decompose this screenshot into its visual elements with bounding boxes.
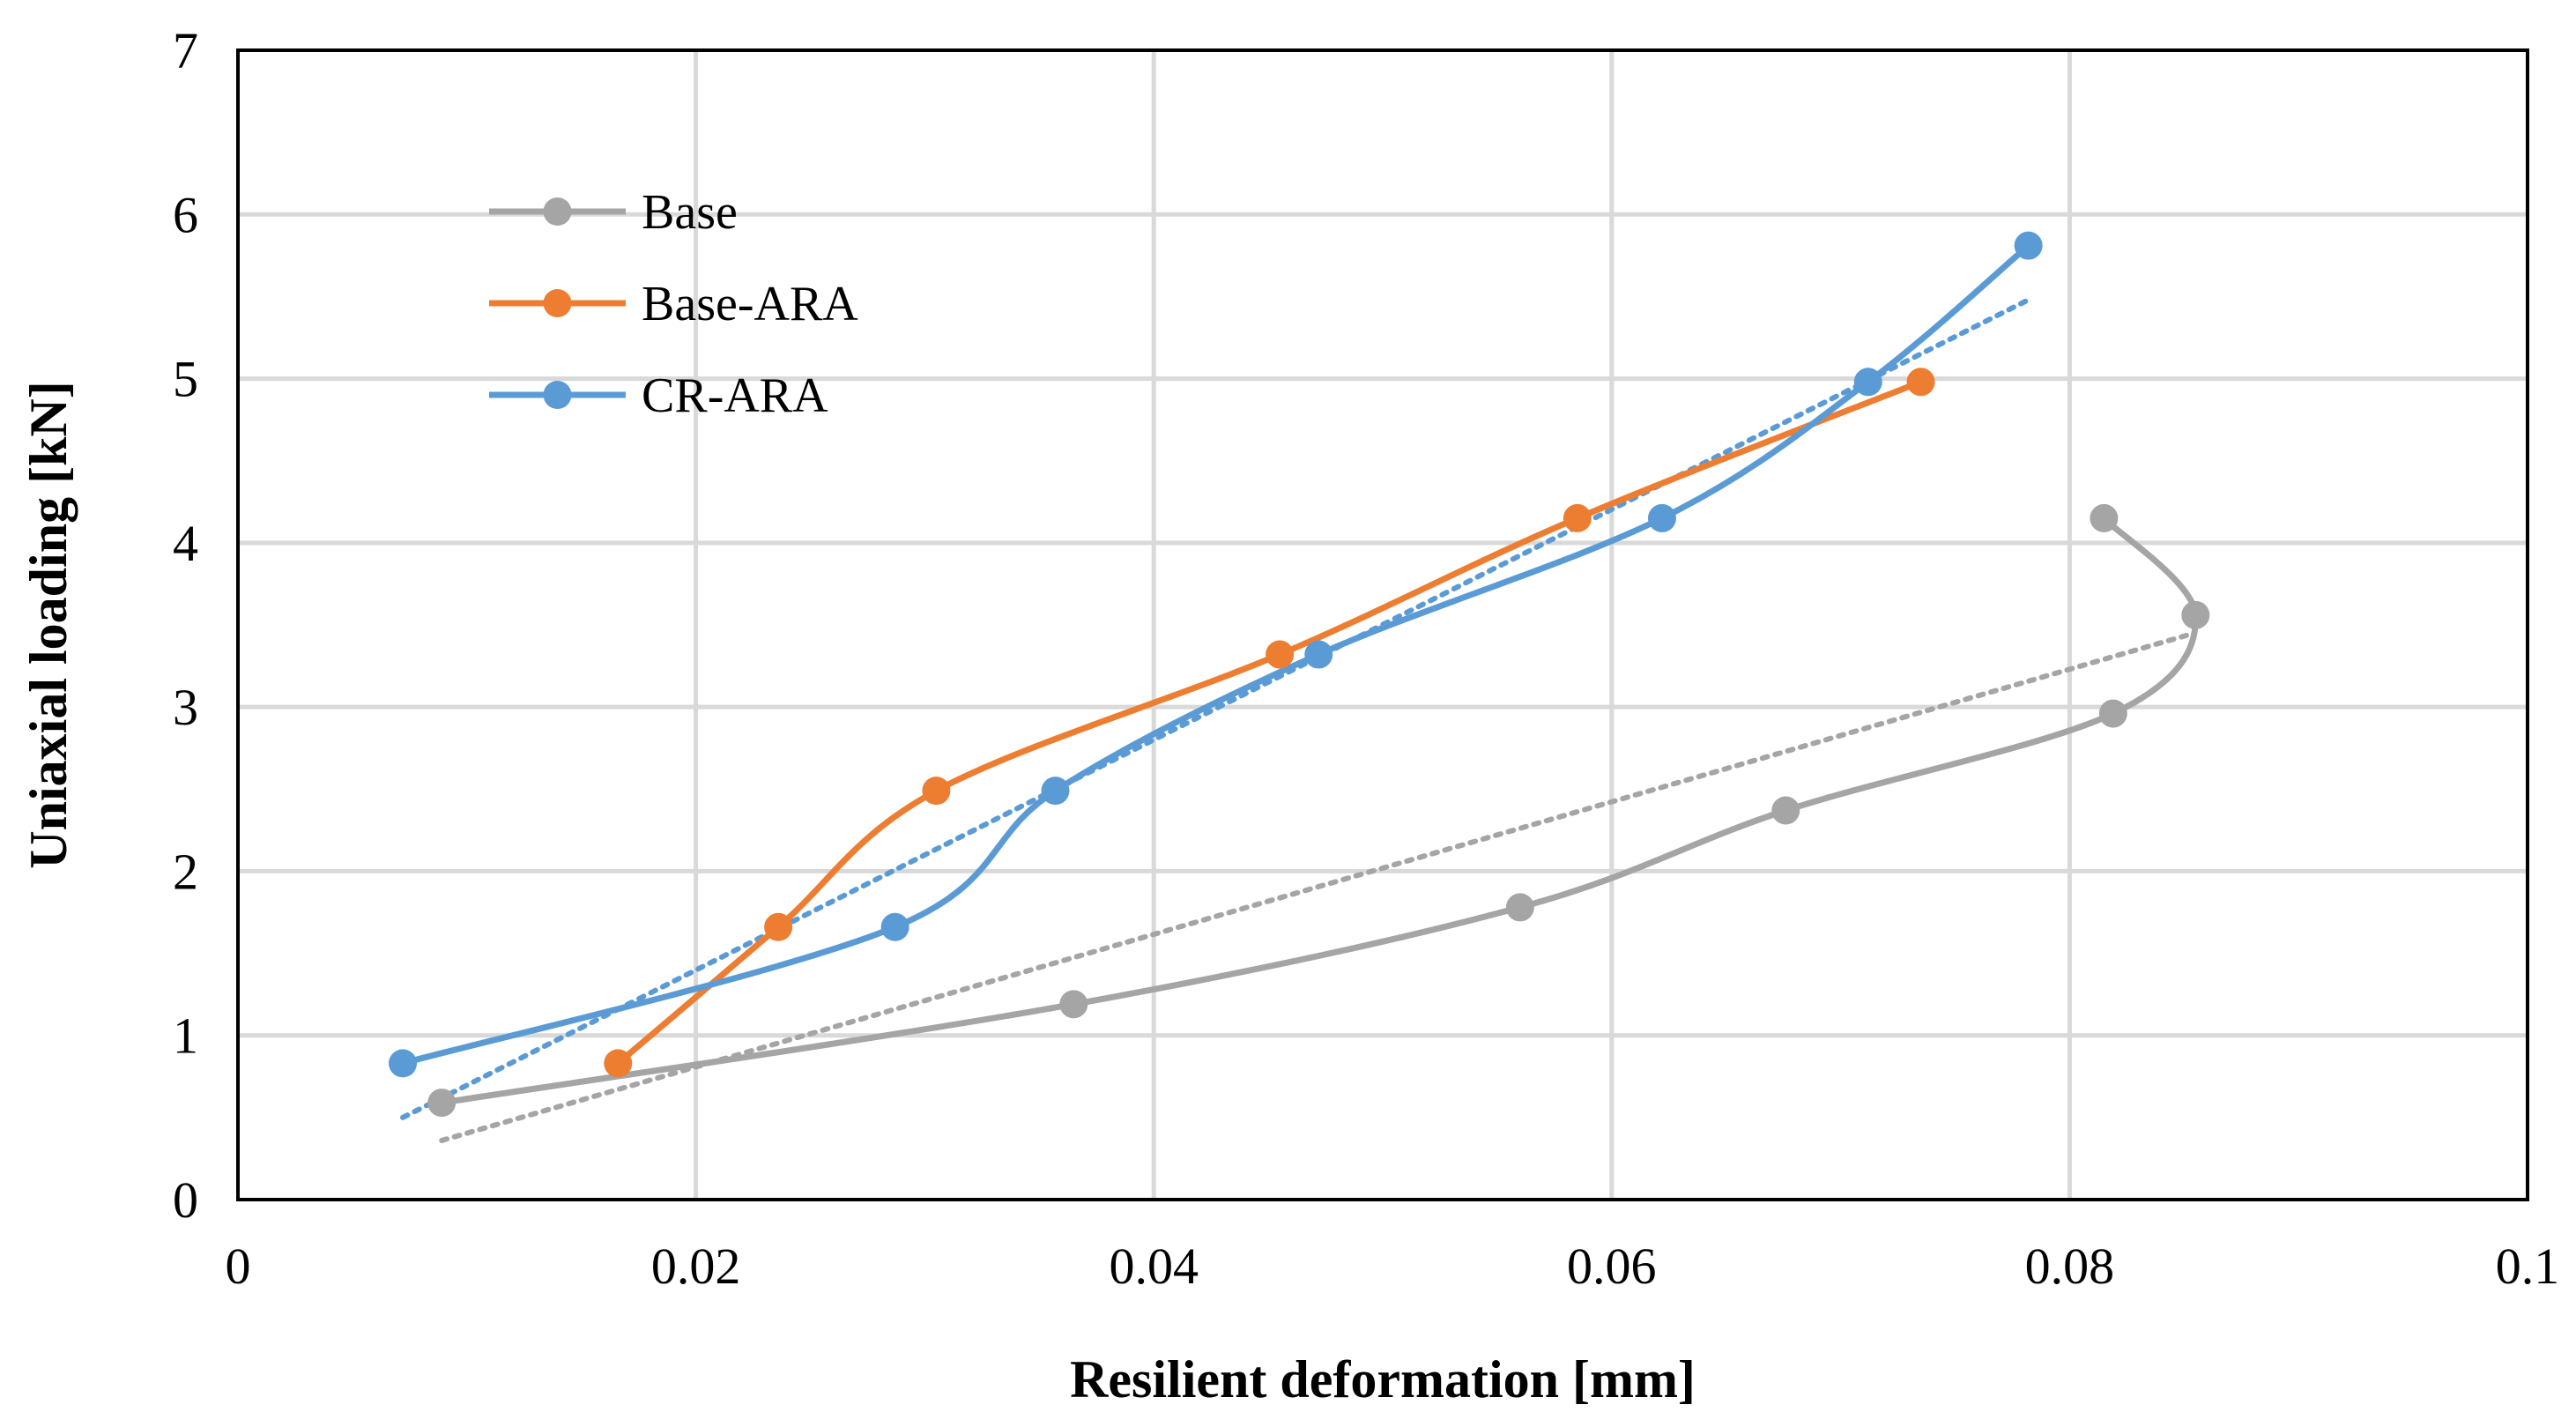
data-point-base [2090,503,2119,532]
legend-marker-base [543,197,572,226]
data-point-base-ara [604,1049,633,1078]
x-tick-label: 0.08 [2025,1237,2115,1295]
legend-label-base-ara: Base-ARA [642,277,858,331]
y-tick-label: 2 [173,843,198,900]
x-axis-title: Resilient deformation [mm] [1070,1350,1696,1408]
data-point-base [1059,990,1088,1019]
legend-label-cr-ara: CR-ARA [642,368,828,423]
x-tick-label: 0.02 [651,1237,741,1295]
data-point-base [2181,600,2210,629]
data-point-base [2098,699,2127,728]
data-point-cr-ara [1853,368,1882,397]
x-tick-label: 0.06 [1567,1237,1657,1295]
trendline-cr-ara [400,297,2031,1120]
series-line-base [438,515,2199,1106]
y-tick-label: 7 [173,22,198,79]
series-line-cr-ara [399,242,2032,1067]
data-point-base [1771,796,1800,825]
legend: Base Base-ARA CR-ARA [489,185,858,423]
y-tick-label: 4 [173,515,198,572]
y-tick-label: 1 [173,1007,198,1065]
plot-area-frame [236,48,2529,1201]
y-tick-label: 6 [173,186,198,243]
data-point-cr-ara [1304,640,1333,669]
data-point-base-ara [1563,503,1592,532]
data-markers [389,231,2210,1118]
y-axis-title: Uniaxial loading [kN] [19,381,78,868]
data-point-base-ara [922,777,951,806]
data-point-cr-ara [880,912,909,941]
y-tick-label: 3 [173,679,198,736]
y-tick-label: 0 [173,1171,198,1229]
legend-marker-base-ara [543,289,572,317]
data-point-cr-ara [1647,503,1676,532]
data-point-base [1505,893,1534,922]
legend-label-base: Base [642,185,738,240]
tick-labels: 0 0.02 0.04 0.06 0.08 0.1 0 1 2 3 4 5 6 7 [173,22,2559,1295]
y-tick-label: 5 [173,351,198,408]
data-point-base [427,1089,457,1118]
data-point-cr-ara [389,1049,418,1078]
gridlines [238,50,2528,1200]
legend-marker-cr-ara [543,381,572,409]
data-point-base-ara [764,912,793,941]
data-point-base-ara [1266,640,1295,669]
x-tick-label: 0 [226,1237,251,1295]
data-point-cr-ara [2014,231,2043,260]
data-point-base-ara [1906,368,1935,397]
data-point-cr-ara [1041,777,1070,806]
x-tick-label: 0.04 [1109,1237,1199,1295]
x-tick-label: 0.1 [2496,1237,2560,1295]
